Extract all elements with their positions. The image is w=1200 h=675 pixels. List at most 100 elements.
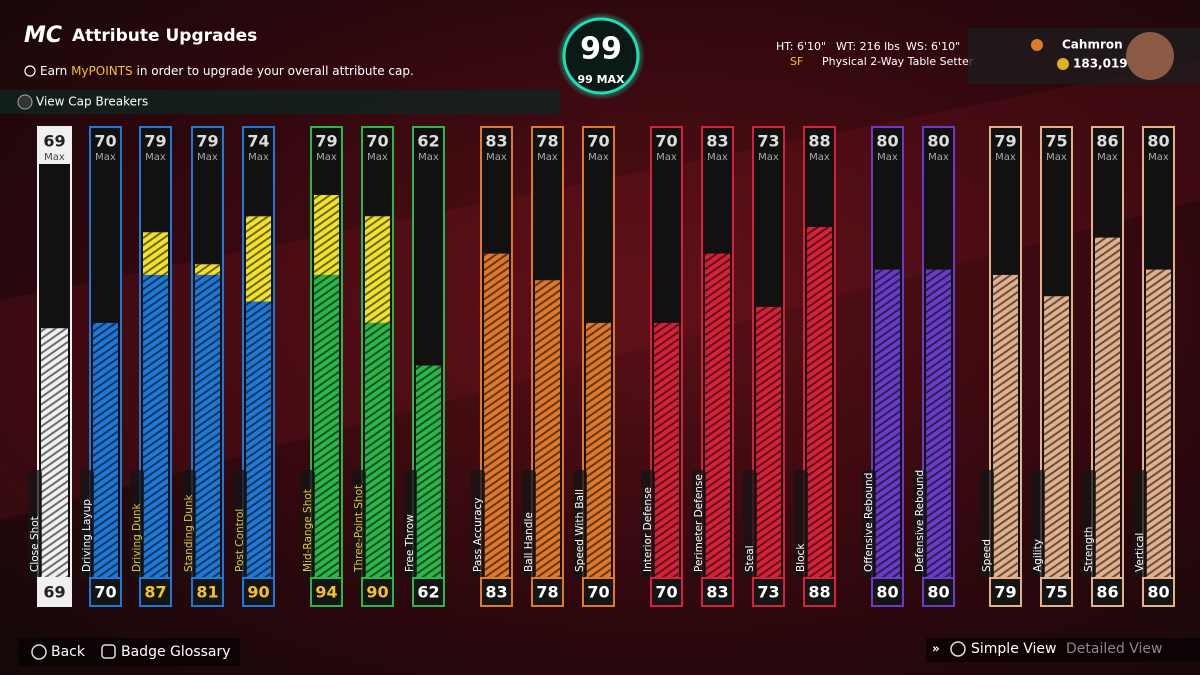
- cap-box: [1091, 577, 1124, 607]
- name-backdrop: [692, 470, 706, 578]
- rating-value: 73: [757, 132, 779, 151]
- attribute-name: Strength: [1083, 527, 1095, 572]
- info-part: in order to upgrade your overall attribu…: [133, 64, 414, 78]
- stripe-overlay: [143, 232, 168, 275]
- max-label: Max: [588, 152, 609, 163]
- logo: MC: [24, 23, 62, 48]
- attribute-name: Perimeter Defense: [693, 474, 705, 572]
- stripe-overlay: [314, 194, 339, 275]
- cap-box: [89, 577, 122, 607]
- cap-value: 80: [927, 583, 949, 602]
- cap-value: 86: [1096, 583, 1118, 602]
- name-backdrop: [522, 470, 536, 578]
- stripe-overlay: [807, 226, 832, 578]
- cap-value: 70: [587, 583, 609, 602]
- cap-value: 75: [1045, 583, 1067, 602]
- player-height: HT: 6'10": [776, 40, 826, 53]
- name-backdrop: [980, 470, 994, 578]
- cap-box: [242, 577, 275, 607]
- rating-value: 86: [1096, 132, 1118, 151]
- stripe-overlay: [586, 322, 611, 578]
- simple-view-toggle[interactable]: Simple View: [971, 641, 1056, 657]
- vc-icon: [1057, 58, 1069, 70]
- cap-box: [361, 577, 394, 607]
- cap-value: 88: [808, 583, 830, 602]
- cap-box: [412, 577, 445, 607]
- rating-value: 88: [808, 132, 830, 151]
- info-part: Earn: [40, 64, 71, 78]
- max-label: Max: [367, 152, 388, 163]
- cap-breakers-link[interactable]: View Cap Breakers: [36, 95, 148, 109]
- stripe-overlay: [416, 365, 441, 578]
- stripe-overlay: [41, 328, 68, 578]
- cap-breakers-bar[interactable]: [0, 90, 560, 114]
- cap-box: [531, 577, 564, 607]
- max-label: Max: [758, 152, 779, 163]
- name-backdrop: [130, 470, 144, 578]
- cap-box: [1040, 577, 1073, 607]
- max-label: Max: [486, 152, 507, 163]
- triangle-button-icon: [950, 641, 966, 657]
- cap-value: 78: [536, 583, 558, 602]
- name-backdrop: [913, 470, 927, 578]
- cap-box: [191, 577, 224, 607]
- vc-balance: 183,019: [1073, 57, 1128, 71]
- max-label: Max: [316, 152, 337, 163]
- stripe-overlay: [93, 322, 118, 578]
- attribute-name: Free Throw: [404, 514, 416, 572]
- stripe-overlay: [926, 269, 951, 578]
- cap-box: [650, 577, 683, 607]
- cap-box: [480, 577, 513, 607]
- attribute-name: Vertical: [1134, 533, 1146, 572]
- rating-value: 83: [485, 132, 507, 151]
- max-label: Max: [1046, 152, 1067, 163]
- detailed-view-toggle[interactable]: Detailed View: [1066, 641, 1162, 657]
- attribute-name: Close Shot: [29, 516, 41, 572]
- rating-value: 83: [706, 132, 728, 151]
- name-backdrop: [80, 470, 94, 578]
- rating-value: 70: [94, 132, 116, 151]
- back-button[interactable]: Back: [51, 644, 86, 660]
- name-backdrop: [743, 470, 757, 578]
- max-label: Max: [707, 152, 728, 163]
- attribute-name: Interior Defense: [642, 487, 654, 572]
- attribute-name: Steal: [744, 545, 756, 572]
- attribute-name: Mid-Range Shot: [302, 489, 314, 572]
- footer-left: [18, 638, 240, 666]
- stripe-overlay: [314, 274, 339, 578]
- name-backdrop: [1082, 470, 1096, 578]
- cap-box: [310, 577, 343, 607]
- max-label: Max: [656, 152, 677, 163]
- info-text: Earn MyPOINTS in order to upgrade your o…: [40, 64, 414, 78]
- attribute-name: Pass Accuracy: [472, 497, 484, 572]
- square-button-icon: [101, 644, 116, 659]
- name-backdrop: [28, 470, 42, 578]
- attribute-name: Defensive Rebound: [914, 470, 926, 572]
- badge-glossary-button[interactable]: Badge Glossary: [121, 644, 231, 660]
- stripe-overlay: [365, 216, 390, 323]
- cap-box: [871, 577, 904, 607]
- cap-value: 70: [655, 583, 677, 602]
- attribute-name: Speed With Ball: [574, 489, 586, 572]
